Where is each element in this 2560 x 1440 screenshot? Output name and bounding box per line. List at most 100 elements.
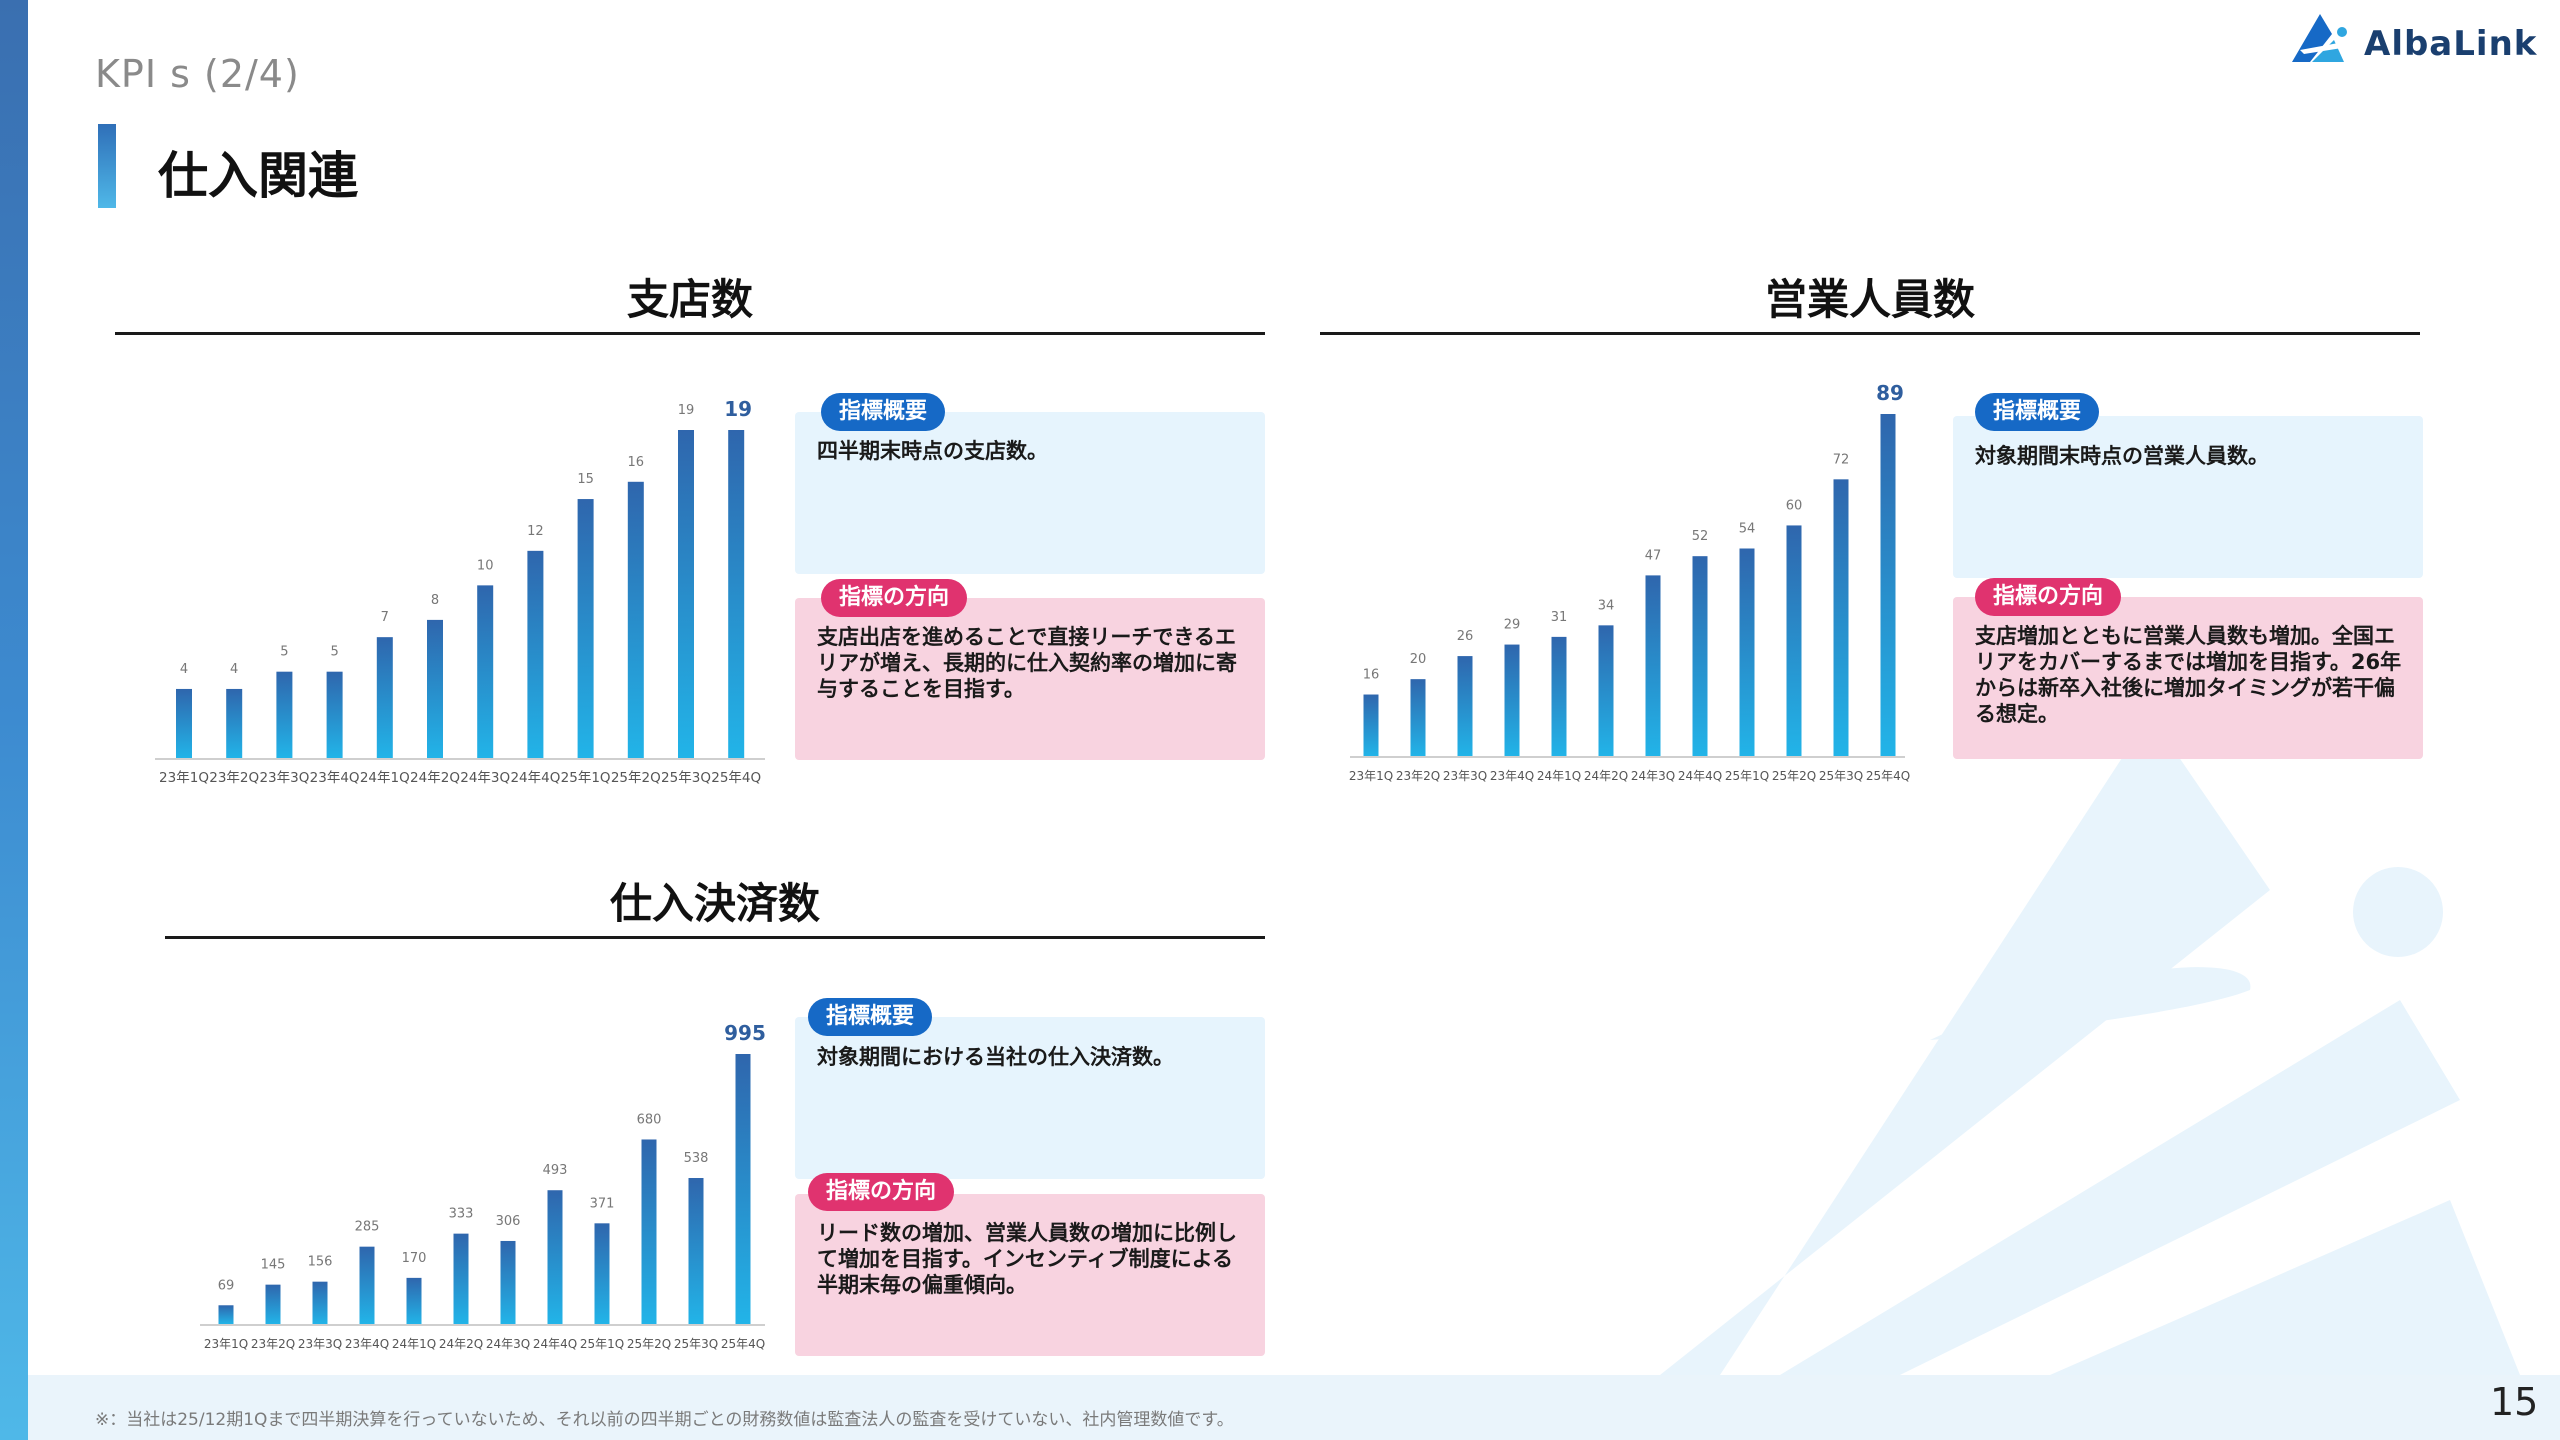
footnote: ※：当社は25/12期1Qまで四半期決算を行っていないため、それ以前の四半期ごと… bbox=[95, 1410, 1234, 1430]
data-label: 69 bbox=[218, 1278, 235, 1293]
direction-label-sales-staff: 指標の方向 bbox=[1975, 578, 2122, 616]
bar bbox=[1833, 479, 1849, 756]
direction-box-sales-staff bbox=[1953, 597, 2423, 759]
section-rule-branches bbox=[115, 332, 1265, 335]
direction-label-branches: 指標の方向 bbox=[821, 579, 968, 617]
bar bbox=[406, 1277, 422, 1324]
data-label: 20 bbox=[1410, 652, 1427, 667]
bar bbox=[312, 1281, 328, 1324]
x-tick-label: 24年4Q bbox=[533, 1337, 577, 1351]
data-label: 26 bbox=[1457, 629, 1474, 644]
logo-text: AlbaLink bbox=[2364, 24, 2538, 64]
x-tick-label: 24年4Q bbox=[1678, 769, 1722, 783]
x-tick-label: 24年3Q bbox=[486, 1337, 530, 1351]
bar bbox=[1410, 679, 1426, 756]
bar bbox=[735, 1054, 751, 1324]
data-label: 4 bbox=[230, 662, 238, 677]
direction-label-purchases: 指標の方向 bbox=[808, 1173, 955, 1211]
data-label: 54 bbox=[1739, 521, 1756, 536]
x-tick-label: 25年1Q bbox=[580, 1337, 624, 1351]
x-tick-label: 23年2Q bbox=[1396, 769, 1440, 783]
direction-text-sales-staff: 支店増加とともに営業人員数も増加。全国エリアをカバーするまでは増加を目指す。26… bbox=[1975, 624, 2402, 726]
data-label: 680 bbox=[637, 1112, 662, 1127]
data-label: 16 bbox=[628, 455, 645, 470]
summary-label-purchases: 指標概要 bbox=[808, 998, 933, 1036]
x-tick-label: 25年1Q bbox=[561, 770, 611, 786]
bar bbox=[326, 671, 343, 758]
direction-box-purchases bbox=[795, 1194, 1265, 1356]
bar bbox=[276, 671, 293, 758]
data-label: 60 bbox=[1786, 498, 1803, 513]
data-label: 31 bbox=[1551, 610, 1568, 625]
chart-sales-staff: 16 23年1Q 20 23年2Q 26 23年3Q 29 23年4Q 31 24年1Q 34 24年… bbox=[1349, 381, 1910, 783]
bar bbox=[176, 688, 192, 758]
data-label: 72 bbox=[1833, 452, 1850, 467]
chart-purchases: 69 23年1Q 145 23年2Q 156 23年3Q 285 23年4Q 170 24年1Q 3… bbox=[200, 1021, 766, 1351]
section-title-sales-staff: 営業人員数 bbox=[1764, 275, 1975, 324]
data-label: 333 bbox=[449, 1207, 474, 1222]
x-tick-label: 24年2Q bbox=[439, 1337, 483, 1351]
x-tick-label: 23年2Q bbox=[251, 1337, 295, 1351]
x-tick-label: 24年1Q bbox=[392, 1337, 436, 1351]
bar bbox=[1645, 575, 1661, 756]
x-tick-label: 24年2Q bbox=[410, 770, 460, 786]
logo-mark-icon bbox=[2292, 14, 2347, 62]
bar bbox=[1786, 525, 1802, 756]
bar bbox=[678, 430, 694, 758]
bar bbox=[265, 1284, 281, 1324]
direction-box-branches bbox=[795, 598, 1265, 760]
bar bbox=[627, 481, 644, 758]
section-title-branches: 支店数 bbox=[626, 275, 753, 324]
section-rule-purchases bbox=[165, 936, 1265, 939]
data-label: 15 bbox=[577, 472, 594, 487]
bar bbox=[1880, 414, 1896, 756]
x-tick-label: 25年4Q bbox=[1866, 769, 1910, 783]
x-tick-label: 24年4Q bbox=[510, 770, 560, 786]
left-accent-bar bbox=[0, 0, 28, 1440]
data-label: 89 bbox=[1876, 381, 1904, 405]
summary-box-purchases bbox=[795, 1017, 1265, 1179]
footer-band bbox=[28, 1375, 2560, 1440]
data-label: 371 bbox=[590, 1196, 615, 1211]
x-tick-label: 25年2Q bbox=[611, 770, 661, 786]
x-tick-label: 23年3Q bbox=[1443, 769, 1487, 783]
bar bbox=[1363, 694, 1379, 756]
page-number: 15 bbox=[2490, 1380, 2539, 1424]
data-label: 10 bbox=[477, 558, 494, 573]
bar bbox=[376, 637, 393, 758]
bar bbox=[1739, 548, 1755, 756]
x-tick-label: 25年3Q bbox=[1819, 769, 1863, 783]
data-label: 52 bbox=[1692, 529, 1709, 544]
section-rule-sales-staff bbox=[1320, 332, 2420, 335]
data-label: 4 bbox=[180, 662, 188, 677]
data-label: 145 bbox=[261, 1258, 286, 1273]
x-tick-label: 25年1Q bbox=[1725, 769, 1769, 783]
x-tick-label: 25年3Q bbox=[661, 770, 711, 786]
summary-box-sales-staff bbox=[1953, 416, 2423, 578]
data-label: 538 bbox=[684, 1151, 709, 1166]
x-tick-label: 25年4Q bbox=[721, 1337, 765, 1351]
bar bbox=[641, 1139, 657, 1324]
data-label: 19 bbox=[678, 403, 695, 418]
data-label: 16 bbox=[1363, 668, 1380, 683]
x-tick-label: 23年3Q bbox=[259, 770, 309, 786]
x-tick-label: 25年3Q bbox=[674, 1337, 718, 1351]
bar bbox=[547, 1190, 563, 1324]
bar bbox=[1551, 636, 1567, 756]
data-label: 306 bbox=[496, 1214, 521, 1229]
albalink-logo bbox=[2292, 14, 2347, 62]
kpi-label: KPI s (2/4) bbox=[95, 52, 300, 96]
x-tick-label: 23年4Q bbox=[345, 1337, 389, 1351]
summary-box-branches bbox=[795, 412, 1265, 574]
chart-branches: 4 23年1Q 4 23年2Q 5 23年3Q 5 23年4Q 7 24年1Q 8 24年2Q 10 24… bbox=[155, 397, 765, 786]
bar bbox=[728, 430, 745, 758]
summary-label-branches: 指標概要 bbox=[821, 393, 946, 431]
bar bbox=[1457, 656, 1473, 756]
bar bbox=[218, 1305, 234, 1324]
x-tick-label: 24年2Q bbox=[1584, 769, 1628, 783]
x-tick-label: 24年3Q bbox=[1631, 769, 1675, 783]
title-accent-bar bbox=[98, 124, 116, 208]
data-label: 7 bbox=[381, 610, 389, 625]
bar bbox=[1692, 556, 1708, 756]
